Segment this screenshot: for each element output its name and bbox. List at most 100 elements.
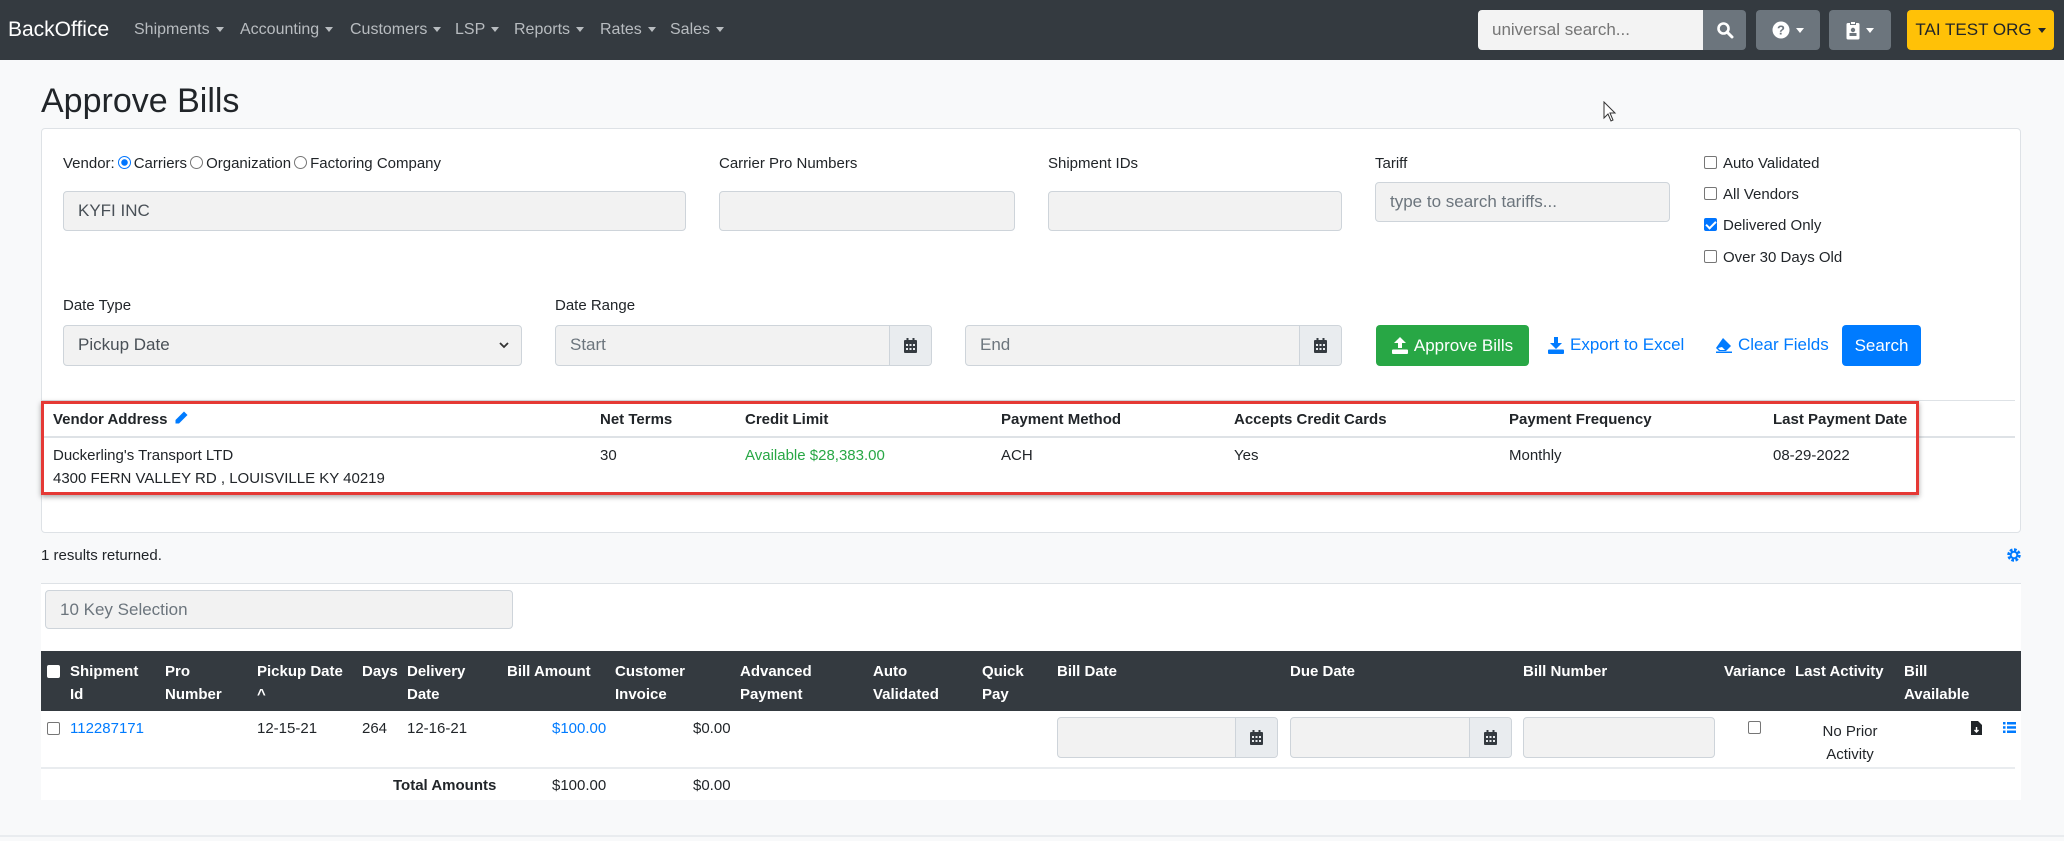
- header-quick-pay[interactable]: Quick Pay: [982, 660, 1024, 706]
- header-last-activity[interactable]: Last Activity: [1795, 660, 1884, 683]
- brand-logo[interactable]: BackOffice: [8, 18, 110, 41]
- search-button[interactable]: [1703, 10, 1746, 50]
- header-line: Days: [362, 663, 398, 680]
- menu-shipments[interactable]: Shipments: [134, 21, 224, 39]
- footer-divider: [0, 835, 2064, 837]
- vendor-label: Vendor:: [63, 155, 115, 172]
- calendar-button[interactable]: [1469, 718, 1511, 757]
- header-delivery-date[interactable]: Delivery Date: [407, 660, 465, 706]
- clear-label: Clear Fields: [1738, 335, 1829, 354]
- vendor-input[interactable]: KYFI INC: [63, 191, 686, 231]
- header-customer-invoice[interactable]: Customer Invoice: [615, 660, 685, 706]
- shipment-ids-input[interactable]: [1048, 191, 1342, 231]
- header-bill-available[interactable]: Bill Available: [1904, 660, 1969, 706]
- checkbox-auto-validated[interactable]: Auto Validated: [1704, 155, 1819, 172]
- header-days[interactable]: Days: [362, 660, 398, 683]
- top-navbar: BackOffice Shipments Accounting Customer…: [0, 0, 2064, 60]
- divider: [41, 767, 2015, 769]
- header-line: Shipment: [70, 663, 139, 680]
- ten-key-selection-input[interactable]: 10 Key Selection: [45, 590, 513, 629]
- header-line: Auto: [873, 663, 908, 680]
- gear-icon[interactable]: [2007, 548, 2021, 562]
- header-bill-amount[interactable]: Bill Amount: [507, 660, 591, 683]
- menu-lsp[interactable]: LSP: [455, 21, 500, 39]
- end-date-input[interactable]: End: [965, 325, 1342, 366]
- tariff-label: Tariff: [1375, 155, 1408, 172]
- end-placeholder: End: [980, 335, 1011, 354]
- credit-limit-value: Available $28,383.00: [745, 447, 885, 464]
- header-pickup-date[interactable]: Pickup Date ^: [257, 660, 343, 706]
- total-bill-amount: $100.00: [552, 777, 607, 794]
- help-dropdown-button[interactable]: ?: [1756, 10, 1820, 50]
- date-type-select[interactable]: Pickup Date: [63, 325, 522, 366]
- checkbox-all-vendors[interactable]: All Vendors: [1704, 186, 1799, 203]
- start-date-input[interactable]: Start: [555, 325, 932, 366]
- menu-label: LSP: [455, 21, 486, 38]
- universal-search-input[interactable]: [1478, 10, 1703, 50]
- checkbox-label: Over 30 Days Old: [1723, 249, 1843, 266]
- shipment-id-link[interactable]: 112287171: [70, 720, 144, 737]
- upload-icon: [1391, 337, 1408, 354]
- approve-bills-button[interactable]: Approve Bills: [1376, 325, 1529, 366]
- bill-amount-link[interactable]: $100.00: [552, 720, 607, 737]
- search-submit-button[interactable]: Search: [1842, 325, 1921, 366]
- file-download-icon[interactable]: [1971, 721, 1982, 735]
- payment-method-value: ACH: [1001, 447, 1033, 464]
- tariff-input[interactable]: type to search tariffs...: [1375, 182, 1670, 222]
- menu-sales[interactable]: Sales: [670, 21, 725, 39]
- radio-organization[interactable]: [190, 156, 204, 169]
- header-bill-date[interactable]: Bill Date: [1057, 660, 1117, 683]
- radio-factoring-company[interactable]: [294, 156, 308, 169]
- svg-text:?: ?: [1777, 23, 1785, 38]
- select-all-checkbox[interactable]: [47, 665, 60, 678]
- pencil-icon[interactable]: [175, 411, 188, 424]
- checkbox-delivered-only[interactable]: Delivered Only: [1704, 217, 1821, 234]
- header-variance[interactable]: Variance: [1724, 660, 1786, 683]
- carrier-pro-input[interactable]: [719, 191, 1015, 231]
- calendar-button[interactable]: [1299, 326, 1341, 365]
- export-excel-link[interactable]: Export to Excel: [1548, 335, 1684, 355]
- bill-date-input[interactable]: [1057, 717, 1278, 758]
- variance-checkbox[interactable]: [1748, 721, 1761, 734]
- caret-down-icon: [433, 27, 442, 33]
- accepts-credit-cards-value: Yes: [1234, 447, 1259, 464]
- menu-accounting[interactable]: Accounting: [240, 21, 334, 39]
- header-due-date[interactable]: Due Date: [1290, 660, 1355, 683]
- organization-dropdown[interactable]: TAI TEST ORG: [1907, 10, 2054, 50]
- checkbox[interactable]: [1704, 187, 1717, 200]
- header-auto-validated[interactable]: Auto Validated: [873, 660, 939, 706]
- bill-number-input[interactable]: [1523, 717, 1715, 758]
- menu-reports[interactable]: Reports: [514, 21, 585, 39]
- checkbox-label: All Vendors: [1723, 186, 1799, 203]
- clear-fields-link[interactable]: Clear Fields: [1716, 335, 1829, 355]
- row-checkbox[interactable]: [47, 722, 60, 735]
- checkbox[interactable]: [1704, 156, 1717, 169]
- export-label: Export to Excel: [1570, 335, 1685, 354]
- header-line: Delivery: [407, 663, 466, 680]
- radio-carriers[interactable]: [117, 156, 131, 169]
- shipment-ids-label: Shipment IDs: [1048, 155, 1139, 172]
- header-pro-number[interactable]: Pro Number: [165, 660, 222, 706]
- checkbox-checked[interactable]: [1704, 218, 1717, 231]
- credit-limit-header: Credit Limit: [745, 411, 829, 428]
- due-date-input[interactable]: [1290, 717, 1512, 758]
- checkbox-over-30-days[interactable]: Over 30 Days Old: [1704, 249, 1842, 266]
- header-shipment-id[interactable]: Shipment Id: [70, 660, 138, 706]
- bills-table-header: Shipment Id Pro Number Pickup Date ^ Days D…: [41, 651, 2021, 711]
- calendar-button[interactable]: [1235, 718, 1277, 757]
- checkbox[interactable]: [1704, 250, 1717, 263]
- badge-dropdown-button[interactable]: [1829, 10, 1891, 50]
- header-bill-number[interactable]: Bill Number: [1523, 660, 1607, 683]
- list-icon[interactable]: [2003, 722, 2016, 733]
- date-range-label: Date Range: [555, 297, 636, 314]
- menu-customers[interactable]: Customers: [350, 21, 442, 39]
- menu-label: Sales: [670, 21, 711, 38]
- header-line: Pickup Date: [257, 663, 343, 680]
- header-advanced-payment[interactable]: Advanced Payment: [740, 660, 812, 706]
- customer-invoice-cell: $0.00: [693, 720, 731, 737]
- calendar-icon: [904, 338, 917, 353]
- calendar-button[interactable]: [889, 326, 931, 365]
- menu-rates[interactable]: Rates: [600, 21, 656, 39]
- caret-down-icon: [647, 27, 656, 33]
- header-line: Variance: [1724, 663, 1786, 680]
